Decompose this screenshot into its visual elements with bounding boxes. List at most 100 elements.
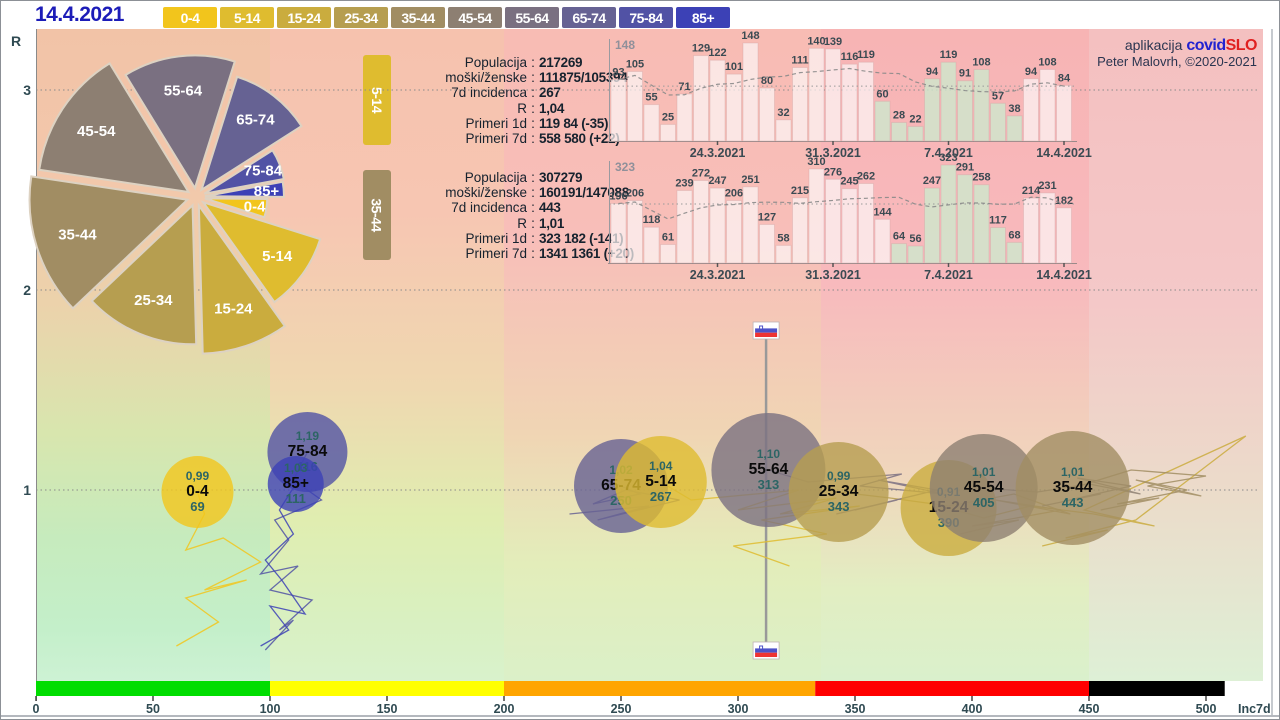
inc-tick-label: 450	[1079, 702, 1100, 716]
report-date: 14.4.2021	[35, 3, 124, 26]
bubble-inc-value: 69	[190, 499, 204, 514]
rose-wedge-85+[interactable]	[204, 180, 285, 198]
bubble-inc-value: 313	[758, 477, 780, 492]
colorbar-segment	[1089, 681, 1225, 696]
bubble-label: 25-34	[819, 483, 859, 500]
legend-button-45-54[interactable]: 45-54	[448, 7, 502, 28]
rose-wedge-0-4[interactable]	[204, 197, 269, 219]
colorbar-segment	[815, 681, 1089, 696]
rose-wedge-35-44[interactable]	[28, 175, 190, 310]
bubble-0-4[interactable]: 0,990-469	[161, 456, 234, 528]
legend-button-35-44[interactable]: 35-44	[391, 7, 445, 28]
legend-button-85+[interactable]: 85+	[676, 7, 730, 28]
bubble-r-value: 0,99	[827, 469, 851, 483]
inc-axis-title: Inc7d	[1238, 702, 1271, 716]
bubble-inc-value: 343	[828, 499, 850, 514]
colorbar-segment	[270, 681, 504, 696]
rose-wedge-15-24[interactable]	[197, 202, 287, 355]
bubble-label: 0-4	[186, 483, 209, 500]
bubble-r-value: 1,10	[757, 447, 781, 461]
legend-button-75-84[interactable]: 75-84	[619, 7, 673, 28]
info-row-Primeri 7d: Primeri 7d:1341 1361 (+20)	[465, 246, 634, 262]
app-title: aplikacija covidSLO	[1124, 37, 1258, 54]
inc-tick-label: 400	[962, 702, 983, 716]
legend-button-0-4[interactable]: 0-4	[163, 7, 217, 28]
info-row-moški/ženske: moški/ženske:160191/147088	[445, 185, 629, 201]
info-row-Populacija: Populacija:307279	[464, 170, 583, 185]
info-row-moški/ženske: moški/ženske:111875/105394	[445, 70, 628, 86]
info-rows: Populacija:217269 moški/ženske:111875/105…	[399, 55, 628, 147]
app-name-covid: covid	[1186, 37, 1226, 54]
info-rows: Populacija:307279 moški/ženske:160191/147…	[399, 170, 634, 261]
rose-wedge-65-74[interactable]	[199, 75, 303, 193]
bubble-r-value: 1,01	[972, 465, 996, 479]
bubble-label: 55-64	[749, 461, 789, 478]
incidence-rose-chart: 0-45-1415-2425-3435-4445-5455-6465-7475-…	[28, 54, 322, 355]
author-copyright: Peter Malovrh, ©2020-2021	[1097, 54, 1257, 69]
bubble-label: 75-84	[288, 443, 328, 460]
inc-tick-label: 250	[611, 702, 632, 716]
legend-button-55-64[interactable]: 55-64	[505, 7, 559, 28]
r-tick-label: 2	[23, 282, 31, 298]
info-row-R: R:1,04	[517, 100, 565, 116]
age-group-legend: 0-4 5-14 15-24 25-34 35-44 45-54 55-64 65-74 75-…	[163, 7, 730, 28]
bubble-label: 85+	[283, 475, 309, 492]
inc-tick-label: 100	[260, 702, 281, 716]
bubble-inc-value: 443	[1062, 495, 1084, 510]
age-bubbles: 0,990-4691,1975-841161,0385+1111,0265-74…	[161, 412, 1130, 556]
inc-tick-label: 200	[494, 702, 515, 716]
info-row-Primeri 7d: Primeri 7d:558 580 (+22)	[465, 131, 620, 147]
bubble-r-value: 1,03	[284, 461, 308, 475]
info-row-Populacija: Populacija:217269	[464, 55, 583, 70]
info-row-R: R:1,01	[517, 215, 565, 231]
info-row-Primeri 1d: Primeri 1d:119 84 (-35)	[465, 115, 609, 131]
rose-wedge-55-64[interactable]	[124, 54, 237, 191]
bubble-r-value: 1,01	[1061, 465, 1085, 479]
info-row-7d incidenca: 7d incidenca:443	[451, 200, 561, 216]
bubble-inc-value: 111	[286, 491, 306, 506]
info-row-Primeri 1d: Primeri 1d:323 182 (-141)	[465, 230, 624, 246]
info-tag-5-14: 5-14	[363, 55, 391, 145]
rose-wedge-25-34[interactable]	[90, 203, 198, 346]
colorbar-segment	[504, 681, 816, 696]
app-name-slo: SLO	[1225, 37, 1258, 54]
window-bottom-edge	[1, 715, 1279, 717]
inc-tick-label: 0	[33, 702, 40, 716]
rose-wedge-5-14[interactable]	[200, 200, 322, 304]
inc-tick-label: 150	[377, 702, 398, 716]
rose-wedge-45-54[interactable]	[38, 61, 191, 194]
bubble-label: 5-14	[645, 473, 676, 490]
rose-wedge-75-84[interactable]	[203, 148, 285, 195]
r-tick-label: 3	[23, 82, 31, 98]
inc-tick-label: 500	[1196, 702, 1217, 716]
bubble-r-value: 0,99	[186, 469, 210, 483]
r-axis-title: R	[11, 33, 21, 49]
legend-button-65-74[interactable]: 65-74	[562, 7, 616, 28]
info-tag-35-44: 35-44	[363, 170, 391, 260]
bg-band-dark	[1089, 29, 1263, 681]
legend-button-25-34[interactable]: 25-34	[334, 7, 388, 28]
bubble-inc-value: 267	[650, 489, 672, 504]
incidence-colorbar: 0 50 100 150 200 250 300 350 400 450 500 Inc7d	[33, 681, 1271, 716]
app-credit: aplikacija covidSLO Peter Malovrh, ©2020…	[1097, 37, 1257, 70]
bubble-label: 35-44	[1053, 479, 1093, 496]
inc-tick-label: 300	[728, 702, 749, 716]
bubble-inc-value: 405	[973, 495, 995, 510]
info-row-7d incidenca: 7d incidenca:267	[451, 85, 561, 101]
colorbar-segment	[36, 681, 270, 696]
bg-band-red	[821, 29, 1089, 681]
legend-button-15-24[interactable]: 15-24	[277, 7, 331, 28]
bubble-label: 45-54	[964, 479, 1004, 496]
r-tick-label: 1	[23, 482, 31, 498]
bubble-r-value: 1,04	[649, 459, 673, 473]
inc-tick-label: 350	[845, 702, 866, 716]
legend-button-5-14[interactable]: 5-14	[220, 7, 274, 28]
inc-tick-label: 50	[146, 702, 160, 716]
info-panel-5-14: 5-14 Populacija:217269 moški/ženske:111875…	[363, 55, 628, 147]
